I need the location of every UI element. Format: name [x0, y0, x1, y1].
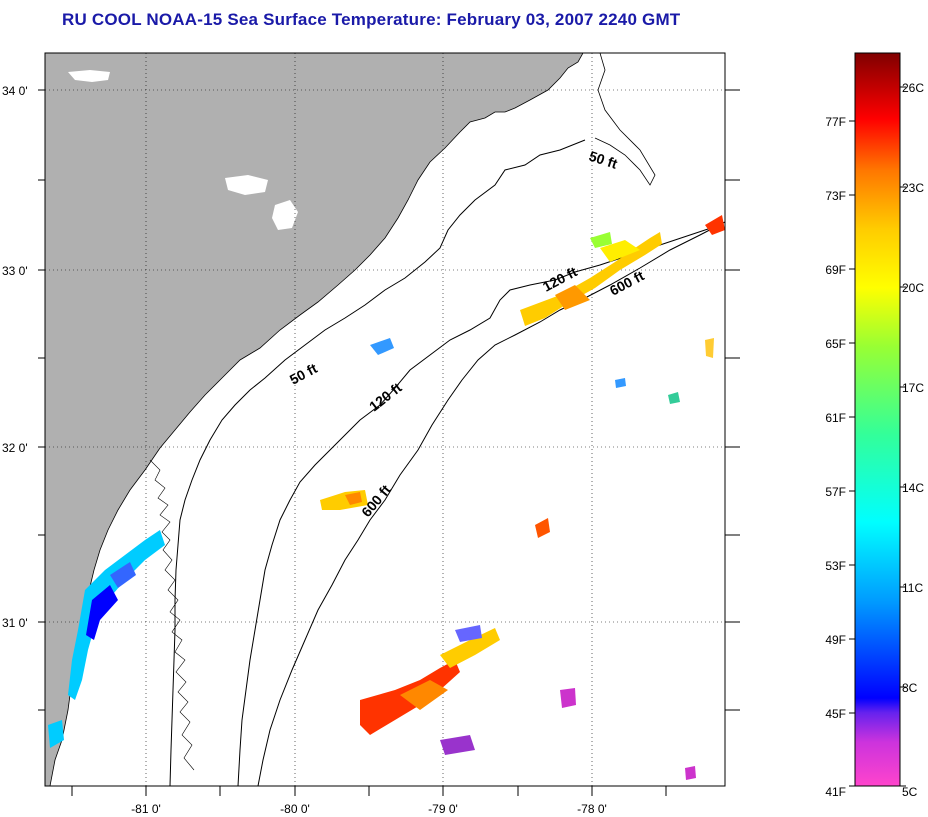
lat-label-33: 33 0' [2, 264, 28, 278]
colorbar-celsius-label: 23C [902, 181, 924, 195]
colorbar-celsius-label: 14C [902, 481, 924, 495]
contour-50ft [169, 139, 586, 786]
sst-patches [48, 215, 725, 780]
lon-label-80: -80 0' [280, 802, 310, 816]
colorbar: 26C 23C 20C 17C 14C 11C 8C 5C 77F 73F 69… [825, 52, 924, 799]
coastline-detail [149, 459, 195, 771]
colorbar-celsius-label: 11C [902, 581, 923, 595]
colorbar-fahrenheit-label: 73F [825, 189, 846, 203]
lake [68, 70, 110, 82]
colorbar-fahrenheit-label: 49F [825, 633, 846, 647]
lat-label-32: 32 0' [2, 441, 28, 455]
colorbar-fahrenheit-label: 57F [825, 485, 846, 499]
colorbar-fahrenheit-label: 53F [825, 559, 846, 573]
contour-120ft [237, 224, 721, 786]
lat-label-31: 31 0' [2, 616, 28, 630]
map-area [45, 53, 725, 786]
lon-label-78: -78 0' [577, 802, 607, 816]
colorbar-fahrenheit-label: 69F [825, 263, 846, 277]
colorbar-celsius-label: 5C [902, 785, 918, 799]
colorbar-celsius-label: 26C [902, 81, 924, 95]
map-title: RU COOL NOAA-15 Sea Surface Temperature:… [62, 10, 681, 29]
map-frame [44, 52, 726, 787]
colorbar-fahrenheit-label: 61F [825, 411, 846, 425]
colorbar-fahrenheit-label: 45F [825, 707, 846, 721]
lake [272, 200, 298, 230]
lon-label-79: -79 0' [428, 802, 458, 816]
lake [225, 175, 268, 195]
contour-600ft [257, 221, 725, 786]
colorbar-gradient [854, 52, 901, 787]
graticule [45, 53, 725, 786]
colorbar-celsius-label: 8C [902, 681, 918, 695]
land-mass-ne [594, 53, 656, 186]
lon-label-81: -81 0' [131, 802, 161, 816]
colorbar-fahrenheit-label: 65F [825, 337, 846, 351]
colorbar-celsius-label: 17C [902, 381, 924, 395]
colorbar-fahrenheit-label: 77F [825, 115, 846, 129]
colorbar-celsius-label: 20C [902, 281, 924, 295]
axis-ticks [38, 89, 740, 796]
colorbar-fahrenheit-label: 41F [825, 785, 846, 799]
lat-label-34: 34 0' [2, 84, 28, 98]
